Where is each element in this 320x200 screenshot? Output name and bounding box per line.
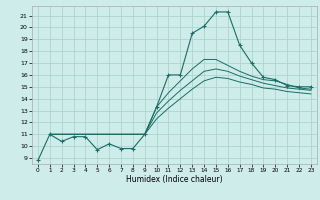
X-axis label: Humidex (Indice chaleur): Humidex (Indice chaleur) [126,175,223,184]
